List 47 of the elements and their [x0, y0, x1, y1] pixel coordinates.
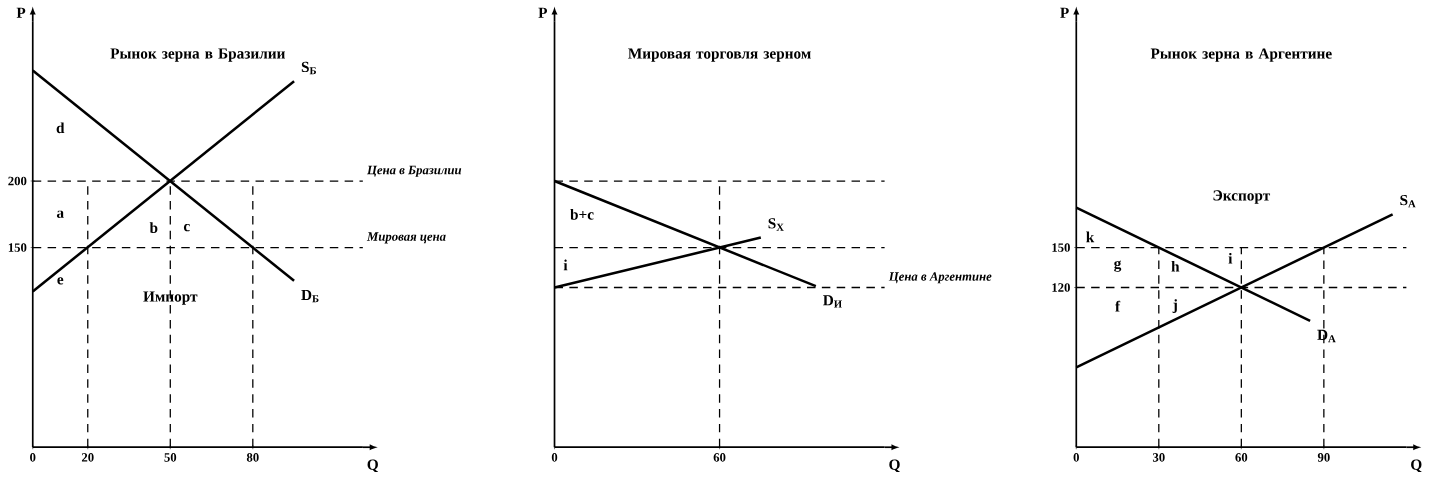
- x-tick-label: 0: [30, 453, 36, 462]
- annotation: i: [563, 259, 568, 271]
- ref-line-label: Цена в Бразилии: [366, 165, 462, 177]
- y-axis-title: P: [1060, 7, 1069, 18]
- annotation: c: [183, 223, 190, 232]
- x-tick-label: 60: [713, 453, 726, 462]
- ref-line-label: Мировая цена: [366, 232, 446, 244]
- annotation: d: [56, 122, 65, 134]
- annotation: g: [1114, 260, 1122, 272]
- y-tick-label: 120: [1052, 283, 1070, 292]
- series-label: D$_{Б}$: [301, 289, 319, 303]
- series-label: S$_{A}$: [1400, 195, 1416, 208]
- y-axis-title: P: [16, 7, 26, 18]
- annotation: e: [57, 277, 64, 285]
- x-tick-label: 30: [1152, 453, 1165, 462]
- x-tick-label: 0: [1073, 453, 1079, 462]
- x-axis-title: Q: [367, 459, 379, 473]
- x-tick-label: 60: [1235, 453, 1248, 462]
- annotation: h: [1171, 260, 1180, 272]
- annotation: i: [1228, 252, 1233, 264]
- annotation: a: [56, 210, 64, 219]
- text: Рынок зерна в Бразилии: [110, 48, 285, 62]
- x-axis-title: Q: [1411, 459, 1422, 473]
- x-tick-label: 20: [81, 453, 94, 462]
- y-axis-title: P: [538, 7, 548, 18]
- annotation: k: [1086, 231, 1095, 243]
- series-label: D$_{И}$: [823, 295, 842, 308]
- annotation: b: [149, 222, 158, 234]
- ref-line-label: Цена в Аргентине: [888, 272, 992, 284]
- x-tick-label: 0: [551, 453, 558, 462]
- series-label: D$_{A}$: [1317, 329, 1336, 343]
- y-tick-label: 200: [8, 176, 27, 186]
- x-tick-label: 90: [1317, 453, 1330, 462]
- y-tick-label: 150: [8, 243, 27, 252]
- x-axis-title: Q: [889, 459, 900, 473]
- text: Мировая торговля зерном: [628, 48, 811, 62]
- annotation: Экспорт: [1213, 190, 1271, 204]
- annotation: j: [1172, 299, 1177, 314]
- x-tick-label: 80: [246, 453, 259, 462]
- x-tick-label: 50: [164, 453, 177, 462]
- annotation: f: [1115, 300, 1121, 312]
- y-tick-label: 150: [1052, 243, 1070, 252]
- annotation: b+c: [570, 208, 594, 220]
- series-label: S$_{Б}$: [301, 61, 316, 75]
- series-label: S$_{Х}$: [768, 218, 784, 231]
- text: Рынок зерна в Аргентине: [1150, 48, 1332, 62]
- annotation: Импорт: [143, 291, 198, 305]
